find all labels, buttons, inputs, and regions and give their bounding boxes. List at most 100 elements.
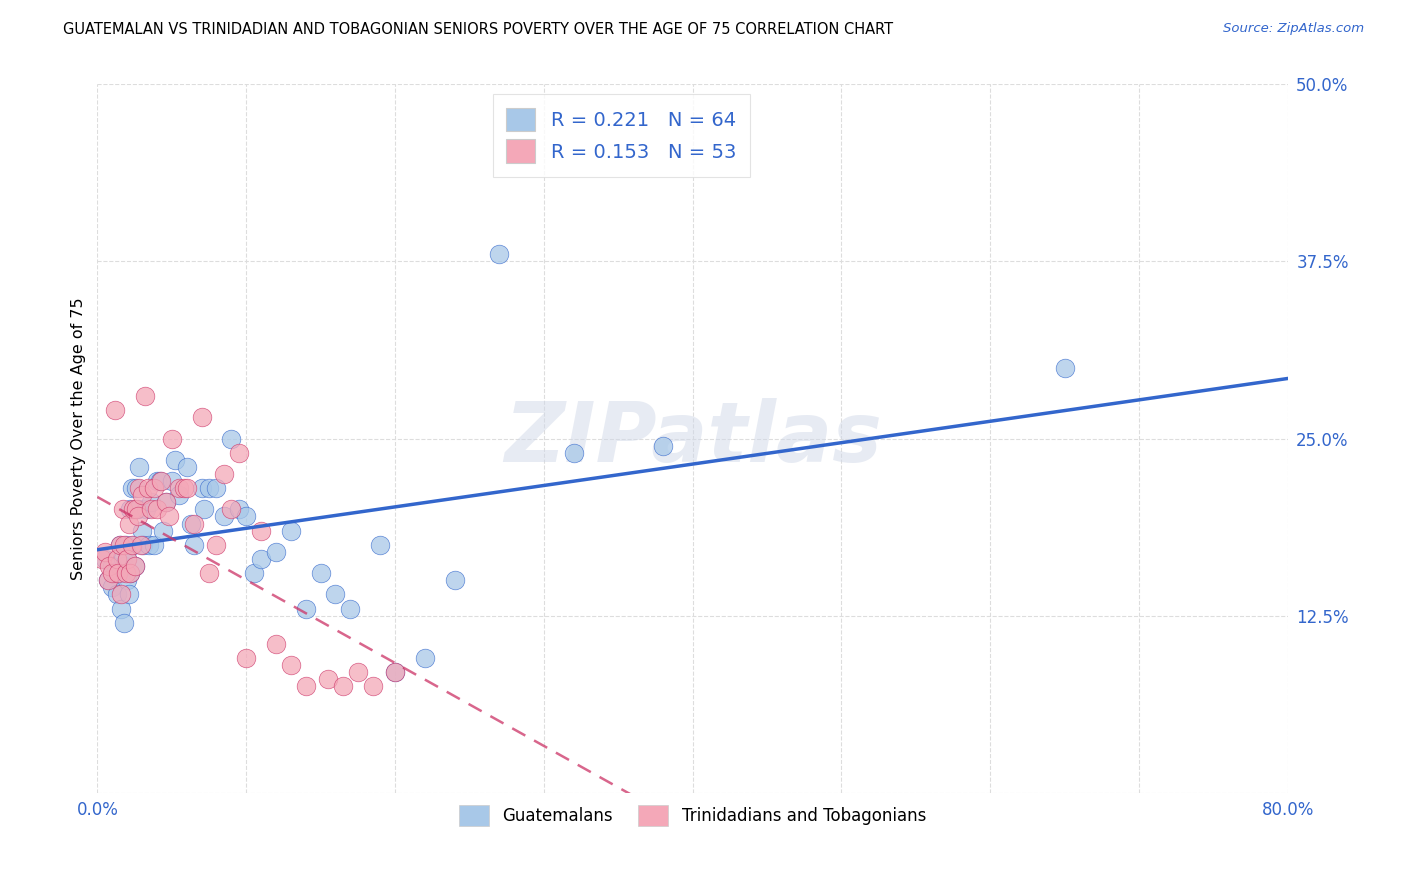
Point bbox=[124, 559, 146, 574]
Point bbox=[250, 552, 273, 566]
Point bbox=[124, 559, 146, 574]
Point bbox=[112, 615, 135, 630]
Point bbox=[160, 474, 183, 488]
Point bbox=[127, 502, 149, 516]
Point bbox=[139, 495, 162, 509]
Point bbox=[146, 474, 169, 488]
Point bbox=[212, 467, 235, 481]
Point bbox=[413, 651, 436, 665]
Point bbox=[228, 446, 250, 460]
Point bbox=[219, 502, 242, 516]
Text: Source: ZipAtlas.com: Source: ZipAtlas.com bbox=[1223, 22, 1364, 36]
Point bbox=[122, 538, 145, 552]
Point bbox=[176, 459, 198, 474]
Point bbox=[242, 566, 264, 580]
Point bbox=[155, 495, 177, 509]
Point bbox=[280, 658, 302, 673]
Point bbox=[368, 538, 391, 552]
Point bbox=[114, 538, 136, 552]
Point bbox=[264, 637, 287, 651]
Point bbox=[205, 538, 228, 552]
Point bbox=[309, 566, 332, 580]
Point bbox=[129, 538, 152, 552]
Point bbox=[250, 524, 273, 538]
Text: GUATEMALAN VS TRINIDADIAN AND TOBAGONIAN SENIORS POVERTY OVER THE AGE OF 75 CORR: GUATEMALAN VS TRINIDADIAN AND TOBAGONIAN… bbox=[63, 22, 893, 37]
Point bbox=[280, 524, 302, 538]
Point bbox=[167, 488, 190, 502]
Point bbox=[108, 538, 131, 552]
Point bbox=[121, 538, 143, 552]
Point bbox=[117, 516, 139, 531]
Point bbox=[384, 665, 406, 680]
Point bbox=[198, 481, 221, 495]
Point bbox=[132, 538, 155, 552]
Point bbox=[135, 502, 157, 516]
Point bbox=[90, 552, 112, 566]
Point bbox=[125, 502, 148, 516]
Point bbox=[160, 432, 183, 446]
Point bbox=[97, 573, 120, 587]
Point bbox=[332, 680, 354, 694]
Point bbox=[228, 502, 250, 516]
Point bbox=[205, 481, 228, 495]
Point bbox=[142, 481, 165, 495]
Point bbox=[101, 580, 124, 594]
Point bbox=[108, 538, 131, 552]
Point bbox=[127, 509, 149, 524]
Point bbox=[157, 509, 180, 524]
Point bbox=[139, 502, 162, 516]
Point bbox=[101, 566, 124, 580]
Point bbox=[198, 566, 221, 580]
Point bbox=[443, 573, 465, 587]
Point bbox=[488, 247, 510, 261]
Point bbox=[155, 495, 177, 509]
Point bbox=[105, 587, 128, 601]
Point bbox=[149, 474, 172, 488]
Point bbox=[142, 538, 165, 552]
Point bbox=[107, 566, 129, 580]
Point bbox=[176, 481, 198, 495]
Point bbox=[264, 545, 287, 559]
Point bbox=[346, 665, 368, 680]
Point bbox=[94, 545, 117, 559]
Point bbox=[120, 566, 142, 580]
Y-axis label: Seniors Poverty Over the Age of 75: Seniors Poverty Over the Age of 75 bbox=[72, 297, 86, 580]
Point bbox=[651, 439, 673, 453]
Point bbox=[183, 538, 205, 552]
Point bbox=[146, 502, 169, 516]
Point bbox=[235, 509, 257, 524]
Point bbox=[97, 573, 120, 587]
Point bbox=[125, 481, 148, 495]
Point bbox=[361, 680, 384, 694]
Point bbox=[111, 552, 134, 566]
Point bbox=[112, 559, 135, 574]
Point bbox=[105, 552, 128, 566]
Point bbox=[190, 481, 212, 495]
Point bbox=[117, 587, 139, 601]
Point bbox=[316, 673, 339, 687]
Point bbox=[128, 481, 150, 495]
Point bbox=[167, 481, 190, 495]
Point bbox=[219, 432, 242, 446]
Point bbox=[114, 566, 136, 580]
Point bbox=[110, 601, 132, 615]
Point bbox=[115, 552, 138, 566]
Point bbox=[562, 446, 585, 460]
Legend: Guatemalans, Trinidadians and Tobagonians: Guatemalans, Trinidadians and Tobagonian… bbox=[451, 797, 934, 834]
Point bbox=[325, 587, 347, 601]
Point bbox=[115, 573, 138, 587]
Point bbox=[120, 502, 142, 516]
Point bbox=[212, 509, 235, 524]
Point bbox=[131, 524, 153, 538]
Point bbox=[163, 452, 186, 467]
Point bbox=[294, 680, 316, 694]
Point bbox=[235, 651, 257, 665]
Point bbox=[110, 587, 132, 601]
Point bbox=[121, 481, 143, 495]
Point bbox=[193, 502, 215, 516]
Point bbox=[98, 559, 121, 574]
Point bbox=[120, 566, 142, 580]
Point bbox=[339, 601, 361, 615]
Point bbox=[110, 566, 132, 580]
Point bbox=[112, 538, 135, 552]
